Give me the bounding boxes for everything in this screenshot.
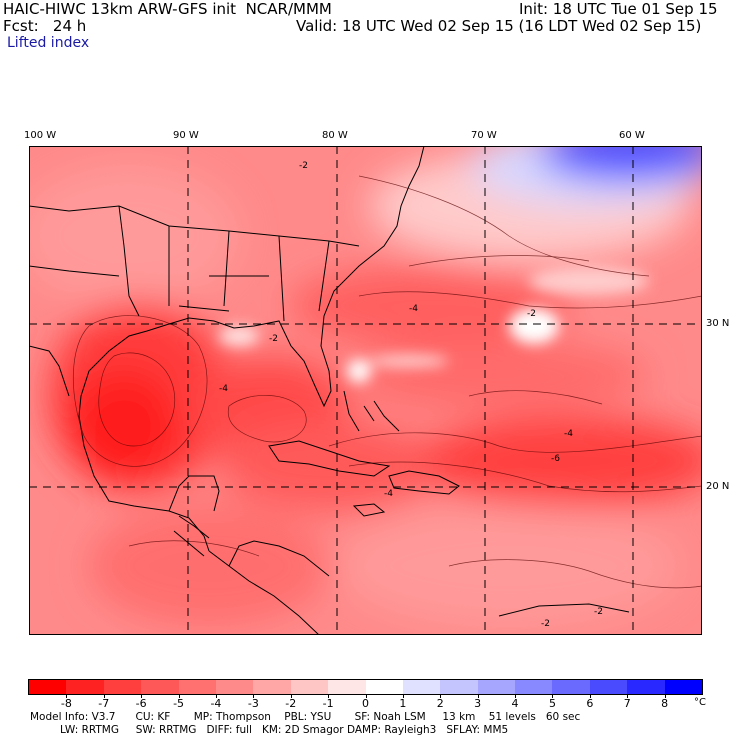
colorbar-swatch bbox=[66, 680, 105, 694]
colorbar-swatch bbox=[253, 680, 292, 694]
colorbar-swatch bbox=[589, 680, 628, 694]
lon-label-60w: 60 W bbox=[619, 130, 645, 141]
colorbar-swatch bbox=[328, 680, 366, 694]
contour-label: -2 bbox=[269, 334, 278, 344]
contour-label: -2 bbox=[527, 309, 536, 319]
colorbar-swatch bbox=[29, 680, 67, 694]
colorbar-tick bbox=[664, 694, 666, 698]
colorbar-label: -8 bbox=[60, 697, 72, 710]
contour-label: -4 bbox=[564, 429, 573, 439]
contour-label: -4 bbox=[384, 489, 393, 499]
colorbar-swatch bbox=[141, 680, 180, 694]
colorbar-tick bbox=[552, 694, 554, 698]
contour-label: -6 bbox=[551, 454, 560, 464]
colorbar-swatch bbox=[627, 680, 666, 694]
colorbar-label: -4 bbox=[210, 697, 222, 710]
lat-label-30n: 30 N bbox=[706, 318, 730, 329]
colorbar-swatch bbox=[290, 680, 329, 694]
colorbar-swatch bbox=[515, 680, 553, 694]
contour-label: -2 bbox=[299, 161, 308, 171]
colorbar-tick bbox=[477, 694, 479, 698]
colorbar-tick bbox=[215, 694, 217, 698]
lon-label-100w: 100 W bbox=[24, 130, 57, 141]
colorbar-label: -3 bbox=[247, 697, 259, 710]
colorbar-tick bbox=[440, 694, 442, 698]
colorbar-swatch bbox=[477, 680, 516, 694]
colorbar-tick bbox=[290, 694, 292, 698]
lon-label-80w: 80 W bbox=[322, 130, 348, 141]
valid-time: Valid: 18 UTC Wed 02 Sep 15 (16 LDT Wed … bbox=[296, 17, 702, 35]
colorbar-tick bbox=[178, 694, 180, 698]
field-name: Lifted index bbox=[7, 35, 90, 51]
colorbar-label: 6 bbox=[586, 697, 594, 710]
colorbar-swatch bbox=[365, 680, 404, 694]
model-info-line2: LW: RRTMG SW: RRTMG DIFF: full KM: 2D Sm… bbox=[30, 724, 509, 736]
field-shading bbox=[29, 146, 702, 626]
colorbar-label: -5 bbox=[173, 697, 185, 710]
lat-label-20n: 20 N bbox=[706, 481, 730, 492]
colorbar-tick bbox=[365, 694, 367, 698]
colorbar-label: 0 bbox=[362, 697, 369, 710]
contour-label: -2 bbox=[594, 607, 603, 617]
colorbar-swatch bbox=[552, 680, 591, 694]
lifted-index-map: -2 -2 -2 -4 -4 -4 -4 -6 -2 -2 bbox=[29, 146, 702, 635]
colorbar-label: 2 bbox=[436, 697, 444, 710]
colorbar-tick bbox=[627, 694, 629, 698]
latlon-grid bbox=[29, 146, 702, 635]
init-time: Init: 18 UTC Tue 01 Sep 15 bbox=[519, 0, 718, 18]
lon-label-90w: 90 W bbox=[173, 130, 199, 141]
colorbar-tick bbox=[402, 694, 404, 698]
colorbar-tick bbox=[103, 694, 105, 698]
colorbar-tick bbox=[141, 694, 143, 698]
colorbar-label: -2 bbox=[285, 697, 297, 710]
model-title: HAIC-HIWC 13km ARW-GFS init NCAR/MMM bbox=[3, 0, 332, 18]
colorbar-unit: °C bbox=[694, 697, 706, 708]
colorbar-label: 1 bbox=[399, 697, 407, 710]
colorbar-swatch bbox=[215, 680, 254, 694]
colorbar-tick bbox=[66, 694, 68, 698]
colorbar-tick bbox=[253, 694, 255, 698]
colorbar-swatch bbox=[440, 680, 479, 694]
forecast-hour: Fcst: 24 h bbox=[3, 17, 87, 35]
contour-label: -2 bbox=[541, 619, 550, 629]
model-info-line1: Model Info: V3.7 CU: KF MP: Thompson PBL… bbox=[30, 711, 581, 723]
colorbar-tick bbox=[589, 694, 591, 698]
colorbar-swatch bbox=[103, 680, 142, 694]
colorbar-swatch bbox=[402, 680, 441, 694]
colorbar-label: 4 bbox=[511, 697, 519, 710]
colorbar-label: -1 bbox=[322, 697, 334, 710]
colorbar-label: 5 bbox=[548, 697, 556, 710]
lon-label-70w: 70 W bbox=[471, 130, 497, 141]
colorbar-frame bbox=[28, 679, 703, 695]
colorbar-swatch bbox=[664, 680, 703, 694]
colorbar-label: -7 bbox=[98, 697, 110, 710]
colorbar-tick bbox=[515, 694, 517, 698]
colorbar-label: 7 bbox=[623, 697, 631, 710]
colorbar-swatch bbox=[178, 680, 217, 694]
colorbar-tick bbox=[328, 694, 330, 698]
colorbar-label: -6 bbox=[135, 697, 147, 710]
colorbar-label: 3 bbox=[474, 697, 482, 710]
contour-label: -4 bbox=[219, 384, 228, 394]
colorbar-label: 8 bbox=[661, 697, 669, 710]
contour-label: -4 bbox=[409, 304, 418, 314]
